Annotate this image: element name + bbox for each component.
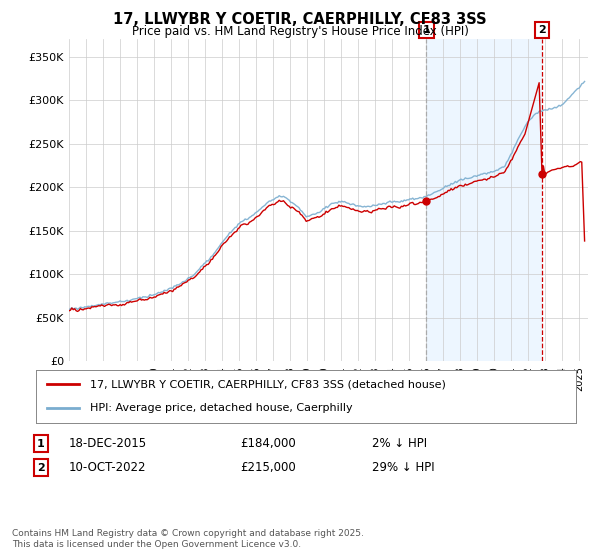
Bar [427, 39, 542, 361]
Text: 29% ↓ HPI: 29% ↓ HPI [372, 461, 434, 474]
Text: £215,000: £215,000 [240, 461, 296, 474]
Text: 1: 1 [422, 25, 430, 35]
Text: 18-DEC-2015: 18-DEC-2015 [69, 437, 147, 450]
Text: Price paid vs. HM Land Registry's House Price Index (HPI): Price paid vs. HM Land Registry's House … [131, 25, 469, 38]
Text: 1: 1 [37, 438, 44, 449]
Text: HPI: Average price, detached house, Caerphilly: HPI: Average price, detached house, Caer… [90, 403, 353, 413]
Text: 17, LLWYBR Y COETIR, CAERPHILLY, CF83 3SS (detached house): 17, LLWYBR Y COETIR, CAERPHILLY, CF83 3S… [90, 380, 446, 390]
Text: 2: 2 [538, 25, 546, 35]
Text: 2% ↓ HPI: 2% ↓ HPI [372, 437, 427, 450]
Text: 10-OCT-2022: 10-OCT-2022 [69, 461, 146, 474]
Text: 2: 2 [37, 463, 44, 473]
Text: £184,000: £184,000 [240, 437, 296, 450]
Text: Contains HM Land Registry data © Crown copyright and database right 2025.
This d: Contains HM Land Registry data © Crown c… [12, 529, 364, 549]
Text: 17, LLWYBR Y COETIR, CAERPHILLY, CF83 3SS: 17, LLWYBR Y COETIR, CAERPHILLY, CF83 3S… [113, 12, 487, 27]
